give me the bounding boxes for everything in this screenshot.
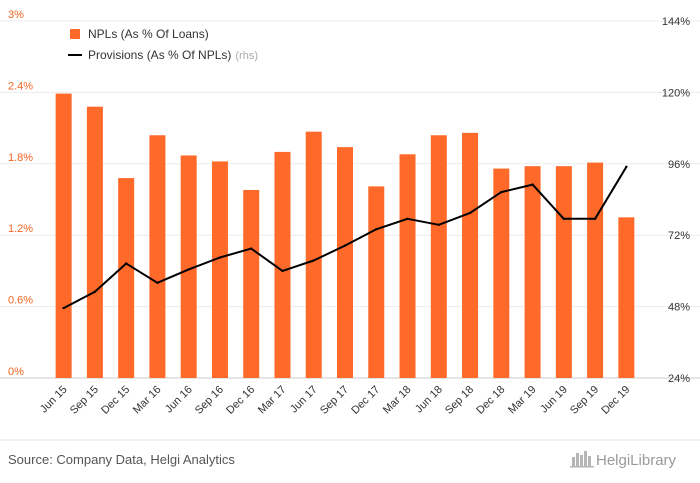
- legend-label-provisions: Provisions (As % Of NPLs) (rhs): [88, 48, 258, 62]
- legend-label-npls: NPLs (As % Of Loans): [88, 27, 209, 41]
- npl-bars: [55, 93, 635, 379]
- npl-bar: [399, 154, 416, 378]
- right-axis-tick-label: 96%: [668, 159, 690, 171]
- provisions-point: [625, 165, 628, 168]
- x-axis-tick-label: Mar 19: [506, 384, 539, 417]
- x-axis-tick-label: Jun 19: [538, 384, 570, 416]
- provisions-point: [218, 256, 222, 259]
- logo-text: HelgiLibrary: [596, 452, 677, 469]
- provisions-point: [250, 247, 253, 250]
- npl-bar: [618, 217, 635, 378]
- provisions-point: [124, 262, 128, 265]
- right-axis-tick-label: 48%: [668, 302, 690, 314]
- x-axis-tick-label: Jun 16: [163, 384, 195, 416]
- x-axis-tick-label: Mar 18: [381, 384, 414, 417]
- right-axis-tick-label: 144%: [662, 16, 690, 28]
- left-axis-tick-label: 1.8%: [8, 152, 33, 164]
- left-axis-tick-label: 2.4%: [8, 80, 33, 92]
- npl-bar: [555, 166, 572, 378]
- provisions-line: [62, 165, 628, 310]
- right-axis-tick-label: 24%: [668, 373, 690, 385]
- x-axis-tick-label: Sep 16: [193, 384, 226, 417]
- npl-bar: [149, 135, 166, 378]
- x-axis-tick-label: Jun 17: [288, 384, 320, 416]
- left-axis-ticks: 0% 0.6% 1.2% 1.8% 2.4% 3%: [8, 9, 33, 378]
- npl-bar: [274, 151, 291, 378]
- x-axis-tick-label: Dec 16: [224, 384, 257, 417]
- npl-bar: [118, 178, 135, 378]
- provisions-point: [531, 183, 534, 186]
- provisions-point: [500, 190, 503, 194]
- provisions-point: [343, 244, 347, 247]
- x-axis-tick-label: Dec 18: [474, 384, 507, 417]
- provisions-point: [562, 217, 566, 221]
- npl-bar: [211, 161, 228, 378]
- x-axis-tick-label: Sep 18: [443, 384, 476, 417]
- npl-bar: [368, 186, 385, 378]
- provisions-point: [593, 217, 597, 221]
- npl-bar: [462, 132, 479, 378]
- left-axis-tick-label: 1.2%: [8, 223, 33, 235]
- provisions-point: [468, 211, 472, 215]
- npl-bar: [337, 147, 353, 378]
- x-axis-tick-label: Mar 16: [131, 384, 164, 417]
- helgi-library-logo: HelgiLibrary: [570, 451, 677, 469]
- right-axis-tick-label: 72%: [668, 230, 690, 242]
- left-axis-tick-label: 0.6%: [8, 295, 33, 307]
- source-note: Source: Company Data, Helgi Analytics: [8, 452, 235, 467]
- npl-bar: [86, 106, 103, 379]
- left-axis-tick-label: 3%: [8, 9, 24, 21]
- legend: NPLs (As % Of Loans) Provisions (As % Of…: [68, 27, 258, 62]
- right-axis-ticks: 24% 48% 72% 96% 120% 144%: [662, 16, 690, 385]
- x-axis-tick-label: Jun 18: [413, 384, 445, 416]
- legend-rhs-suffix: (rhs): [235, 50, 258, 62]
- x-axis-tick-label: Dec 19: [599, 384, 632, 417]
- x-axis-tick-label: Jun 15: [38, 384, 70, 416]
- right-axis-tick-label: 120%: [662, 87, 690, 99]
- provisions-point: [281, 269, 284, 273]
- npl-bar: [243, 189, 260, 378]
- x-axis-tick-label: Sep 15: [68, 384, 101, 417]
- provisions-point: [375, 228, 378, 231]
- provisions-point: [156, 281, 159, 284]
- npl-bar: [305, 131, 322, 378]
- provisions-point: [437, 223, 440, 226]
- x-axis-tick-label: Sep 17: [318, 384, 351, 417]
- legend-swatch-npls: [70, 29, 80, 39]
- npl-bar: [430, 135, 447, 378]
- provisions-point: [62, 306, 65, 310]
- left-axis-tick-label: 0%: [8, 366, 24, 378]
- npl-bar: [493, 168, 510, 378]
- npl-bar: [180, 155, 197, 378]
- provisions-point: [312, 259, 315, 262]
- provisions-point: [93, 290, 97, 293]
- npl-bar: [55, 93, 72, 378]
- provisions-point: [406, 217, 409, 221]
- x-axis-tick-label: Dec 17: [349, 384, 382, 417]
- provisions-point: [187, 268, 190, 271]
- city-skyline-icon: [570, 451, 594, 468]
- npl-bar: [587, 162, 604, 378]
- x-axis-tick-label: Mar 17: [256, 384, 289, 417]
- npl-bar: [524, 166, 541, 378]
- x-axis-tick-label: Sep 19: [568, 384, 601, 417]
- x-axis-tick-label: Dec 15: [99, 384, 132, 417]
